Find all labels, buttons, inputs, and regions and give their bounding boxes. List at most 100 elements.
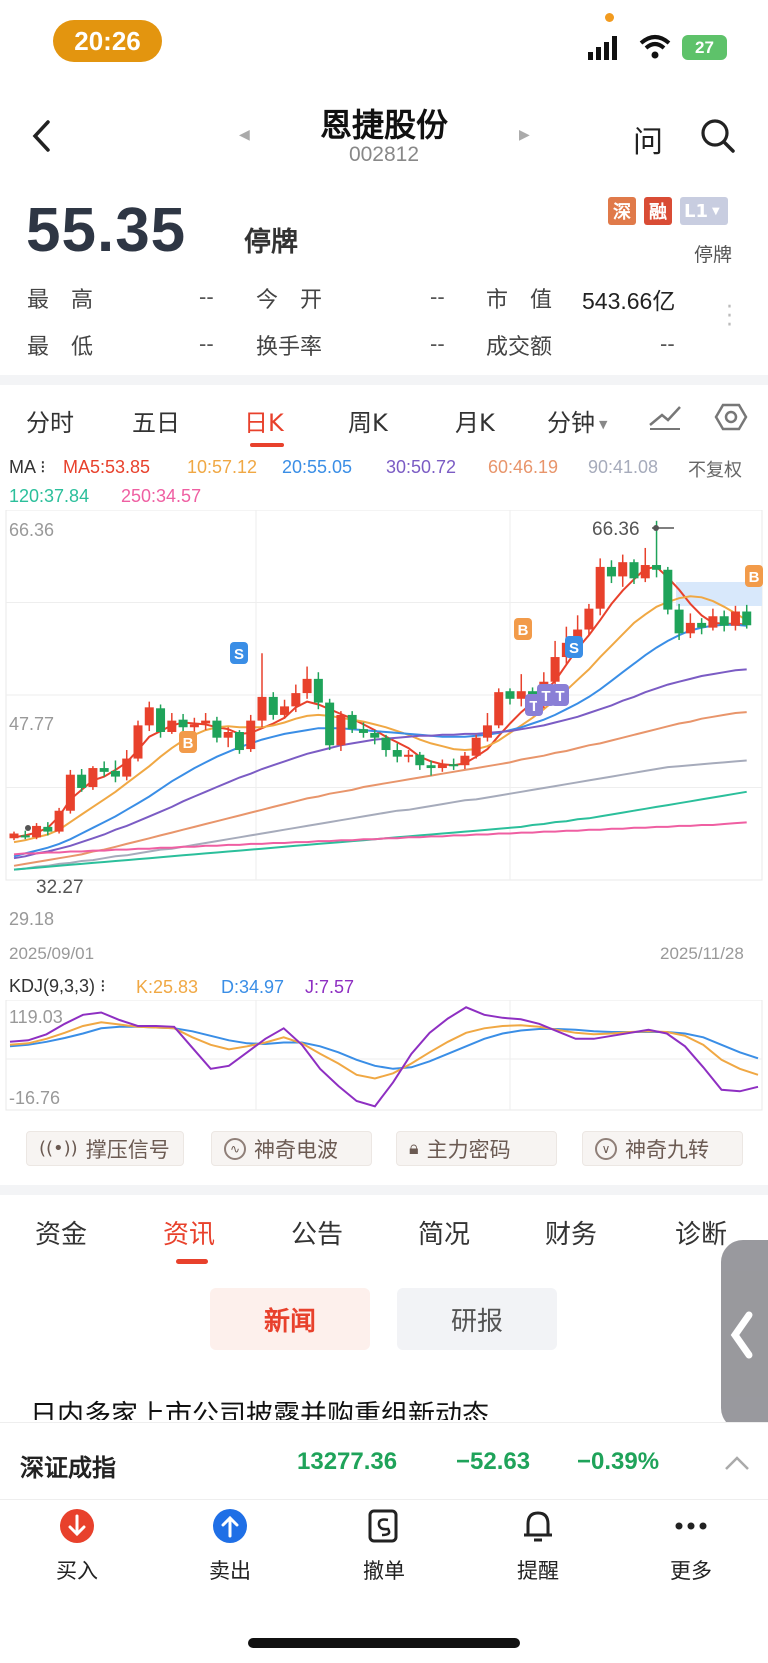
ma-line-250 [13, 821, 747, 856]
candle [9, 831, 19, 841]
ma30-label: 30:50.72 [386, 457, 457, 477]
buy-icon [60, 1509, 94, 1543]
prev-stock-icon[interactable]: ◀ [239, 127, 250, 143]
candle [719, 610, 729, 632]
candle-body [133, 725, 143, 759]
buy-label: 买入 [56, 1559, 98, 1583]
news-headline[interactable]: 日内多家上市公司披露并购重组新动态 [30, 1400, 489, 1420]
signal-marker-label: T [529, 698, 538, 715]
signal-main-force[interactable]: 🔒︎ 主力密码 [396, 1131, 557, 1166]
chevron-up-icon[interactable] [724, 1455, 750, 1471]
signal-magic-wave[interactable]: ∿ 神奇电波 [211, 1131, 372, 1166]
signal-support-resistance[interactable]: ((•)) 撑压信号 [26, 1131, 184, 1166]
signal-magic-nine[interactable]: ∨ 神奇九转 [582, 1131, 743, 1166]
tab-announcements[interactable]: 公告 [291, 1220, 344, 1250]
draw-line-icon[interactable] [648, 403, 682, 431]
tab-diagnosis[interactable]: 诊断 [675, 1220, 728, 1250]
status-small: 停牌 [694, 244, 733, 266]
ma-line-10 [13, 595, 748, 844]
candle [629, 559, 639, 584]
search-icon[interactable] [700, 118, 736, 154]
section-divider [0, 375, 768, 385]
candle-body [167, 720, 177, 732]
candle [223, 727, 233, 748]
ma20-label: 20:55.05 [282, 457, 353, 477]
more-button[interactable]: 更多 [636, 1508, 746, 1585]
tab-five-day[interactable]: 五日 [132, 409, 180, 437]
candle [685, 613, 695, 639]
back-arrow-icon[interactable] [30, 118, 54, 154]
kdj-bottom-label: -16.76 [9, 1088, 61, 1108]
ma-legend-prefix[interactable]: MA ⁝ [9, 457, 46, 477]
candle [268, 692, 278, 720]
tab-monthly-k[interactable]: 月K [455, 409, 495, 437]
candle-body [178, 719, 188, 728]
tab-profile[interactable]: 简况 [418, 1220, 471, 1250]
cancel-order-button[interactable]: 撤单 [329, 1508, 439, 1585]
ma120-label: 120:37.84 [9, 486, 90, 506]
index-pct: −0.39% [577, 1448, 660, 1475]
level-tag[interactable]: L1 ▼ [680, 197, 728, 225]
news-pill[interactable]: 新闻 [210, 1288, 370, 1350]
candle [460, 751, 470, 769]
status-time: 20:26 [53, 20, 162, 62]
buy-button[interactable]: 买入 [22, 1508, 132, 1585]
candle [640, 547, 650, 583]
tab-finance[interactable]: 财务 [545, 1220, 598, 1250]
candle [494, 688, 504, 729]
tab-weekly-k[interactable]: 周K [348, 409, 388, 437]
candle-body [584, 608, 594, 630]
kline-chart[interactable]: B S B TT T S B [0, 510, 768, 940]
kdj-title[interactable]: KDJ(9,3,3) ⁝ [9, 976, 106, 996]
ask-button[interactable]: 问 [633, 125, 663, 160]
battery-icon: 27 [682, 35, 727, 60]
tab-news[interactable]: 资讯 [163, 1220, 216, 1250]
next-stock-icon[interactable]: ▶ [519, 127, 530, 143]
candle-body [381, 737, 391, 751]
candle-body [370, 732, 380, 738]
ma250-label: 250:34.57 [121, 486, 202, 506]
settings-hex-icon[interactable] [714, 402, 748, 432]
kdj-line-d [9, 1025, 759, 1070]
sell-button[interactable]: 卖出 [175, 1508, 285, 1585]
low-value: -- [199, 331, 214, 356]
margin-tag: 融 [644, 197, 672, 225]
side-drawer-handle[interactable] [721, 1240, 768, 1430]
more-dots-icon[interactable]: · · · [726, 295, 733, 338]
candle-body [652, 565, 662, 570]
signal-marker: S [565, 636, 583, 658]
candle-body [742, 611, 752, 626]
candle [110, 760, 120, 783]
tab-intraday[interactable]: 分时 [26, 409, 74, 437]
candle-body [618, 562, 628, 577]
kdj-top-label: 119.03 [9, 1007, 63, 1027]
candle [381, 734, 391, 757]
index-value: 13277.36 [297, 1448, 398, 1475]
signal-marker: T [537, 684, 555, 706]
mktcap-label: 市 值 [486, 288, 553, 313]
candle-body [268, 696, 278, 715]
candle [144, 701, 154, 732]
index-name: 深证成指 [20, 1454, 116, 1482]
candle [730, 605, 740, 631]
stock-name: 恩捷股份 [319, 106, 448, 144]
candle-body [606, 566, 616, 577]
section-divider [0, 1185, 768, 1195]
signal-marker-label: T [555, 688, 564, 705]
candle [122, 750, 132, 781]
signal-marker-bg [514, 618, 532, 640]
index-bar[interactable] [0, 1422, 768, 1500]
research-pill[interactable]: 研报 [397, 1288, 557, 1350]
adjust-toggle[interactable]: 不复权 [688, 460, 742, 481]
kdj-chart[interactable] [0, 1000, 768, 1116]
tab-minute[interactable]: 分钟 ▼ [547, 403, 607, 438]
candle [20, 830, 30, 840]
alert-button[interactable]: 提醒 [483, 1508, 593, 1585]
high-label: 最 高 [27, 288, 94, 313]
tab-funds[interactable]: 资金 [35, 1220, 88, 1250]
candle [742, 604, 752, 629]
cellular-signal-icon [588, 36, 617, 60]
market-tag-sz: 深 [608, 197, 636, 225]
tab-daily-k[interactable]: 日K [244, 409, 284, 437]
candle [392, 743, 402, 763]
